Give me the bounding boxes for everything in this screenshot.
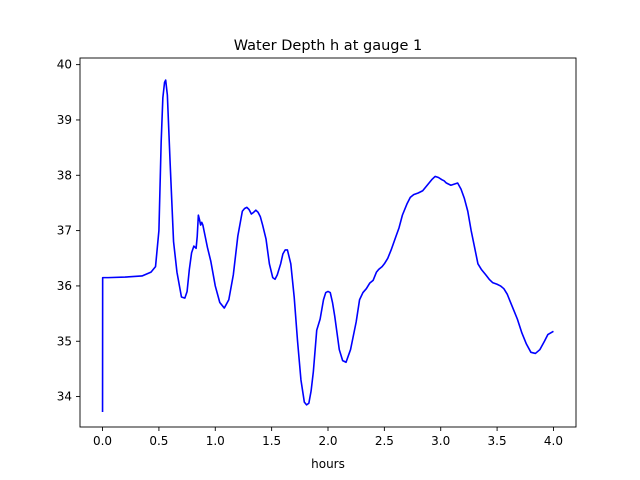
- x-tick-label: 3.5: [488, 434, 507, 448]
- x-tick-label: 0.5: [149, 434, 168, 448]
- chart-title: Water Depth h at gauge 1: [234, 38, 422, 54]
- x-axis: 0.0 0.5 1.0 1.5 2.0 2.5 3.0 3.5 4.0: [93, 427, 563, 448]
- series-line-0: [101, 79, 554, 413]
- y-tick-label: 38: [57, 168, 72, 182]
- x-tick-label: 4.0: [544, 434, 563, 448]
- y-tick-label: 34: [57, 390, 72, 404]
- x-tick-label: 2.0: [318, 434, 337, 448]
- x-axis-label: hours: [311, 457, 345, 471]
- y-tick-label: 40: [57, 58, 72, 72]
- x-tick-label: 2.5: [375, 434, 394, 448]
- x-tick-label: 3.0: [431, 434, 450, 448]
- x-tick-label: 1.0: [206, 434, 225, 448]
- x-tick-label: 0.0: [93, 434, 112, 448]
- y-tick-label: 37: [57, 224, 72, 238]
- y-tick-label: 35: [57, 334, 72, 348]
- x-tick-label: 1.5: [262, 434, 281, 448]
- y-axis: 34 35 36 37 38 39 40: [57, 58, 80, 404]
- y-tick-label: 39: [57, 113, 72, 127]
- y-tick-label: 36: [57, 279, 72, 293]
